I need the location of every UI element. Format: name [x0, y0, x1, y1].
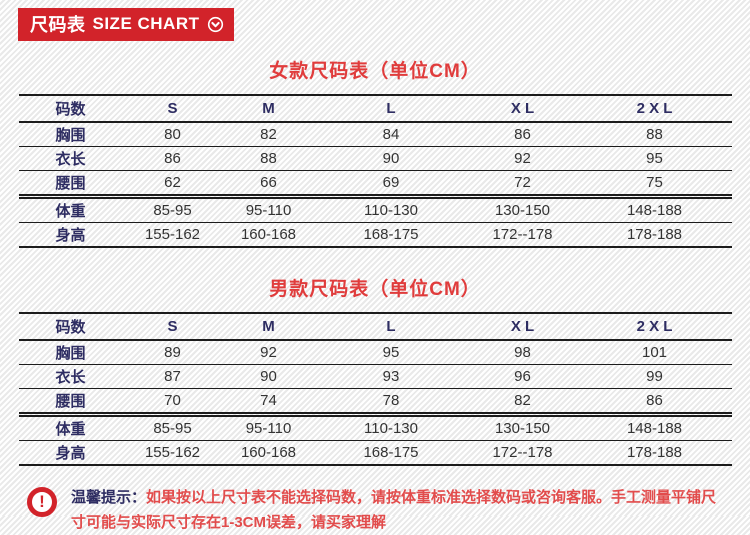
- size-value: 98: [514, 344, 531, 361]
- header-row: 码数 S M L X L 2 X L: [18, 313, 732, 340]
- size-value: 88: [646, 126, 663, 143]
- table-row: 腰围 62 66 69 72 75: [18, 171, 732, 197]
- banner-title-zh: 尺码表: [30, 15, 86, 35]
- size-value: 148-188: [626, 202, 683, 219]
- column-header: X L: [510, 318, 535, 335]
- size-value: 110-130: [364, 202, 418, 219]
- size-value: 84: [382, 126, 400, 143]
- tips-note: ! 温馨提示：如果按以上尺寸表不能选择码数，请按体重标准选择数码或咨询客服。手工…: [27, 485, 727, 535]
- tips-body: 如果按以上尺寸表不能选择码数，请按体重标准选择数码或咨询客服。手工测量平铺尺寸可…: [71, 489, 717, 531]
- size-value: 88: [260, 150, 277, 167]
- size-table-0: 码数 S M L X L 2 X L 胸围 80 82 84 86 88 衣长 86 88 90 92 95 腰围 6…: [18, 94, 732, 248]
- row-label: 胸围: [55, 127, 86, 144]
- table-row: 胸围 80 82 84 86 88: [18, 122, 732, 147]
- size-value: 160-168: [240, 226, 297, 243]
- size-value: 80: [164, 126, 181, 143]
- header-row: 码数 S M L X L 2 X L: [18, 95, 732, 122]
- size-value: 155-162: [144, 444, 201, 461]
- size-value: 95-110: [245, 420, 292, 437]
- size-value: 69: [382, 174, 400, 191]
- size-value: 110-130: [364, 420, 418, 437]
- table-title-0: 女款尺码表（单位CM）: [269, 61, 481, 82]
- column-header: 码数: [55, 319, 86, 336]
- column-header: S: [167, 100, 178, 117]
- size-value: 75: [646, 174, 663, 191]
- size-value: 86: [164, 150, 181, 167]
- table-row: 身高 155-162 160-168 168-175 172--178 178-188: [19, 223, 732, 248]
- size-value: 86: [646, 392, 663, 409]
- table-row: 胸围 89 92 95 98 101: [18, 340, 732, 365]
- size-value: 95: [382, 344, 400, 361]
- tips-prefix: 温馨提示：: [71, 489, 147, 506]
- column-header: S: [167, 318, 178, 335]
- tips-text: 温馨提示：如果按以上尺寸表不能选择码数，请按体重标准选择数码或咨询客服。手工测量…: [71, 485, 723, 535]
- size-value: 130-150: [494, 420, 551, 437]
- size-value: 160-168: [240, 444, 297, 461]
- row-label: 衣长: [55, 369, 86, 386]
- size-value: 168-175: [363, 444, 419, 461]
- size-value: 168-175: [363, 226, 419, 243]
- row-label: 身高: [55, 445, 86, 462]
- banner-title-en: SIZE CHART: [92, 14, 200, 33]
- size-value: 85-95: [153, 420, 192, 437]
- size-value: 130-150: [494, 202, 551, 219]
- size-value: 90: [382, 150, 400, 167]
- column-header: 码数: [55, 101, 86, 118]
- table-row: 衣长 87 90 93 96 99: [18, 365, 732, 389]
- row-label: 衣长: [55, 151, 86, 168]
- size-value: 93: [382, 368, 400, 385]
- size-value: 72: [514, 174, 531, 191]
- column-header: 2 X L: [636, 318, 673, 335]
- size-value: 95-110: [245, 202, 292, 219]
- table-row: 腰围 70 74 78 82 86: [18, 389, 732, 415]
- row-label: 腰围: [55, 393, 86, 410]
- size-value: 92: [260, 344, 277, 361]
- size-value: 90: [260, 368, 277, 385]
- size-value: 178-188: [626, 226, 683, 243]
- size-table-1: 码数 S M L X L 2 X L 胸围 89 92 95 98 101 衣长 87 90 93 96 99 腰围…: [18, 312, 732, 466]
- size-value: 78: [382, 392, 400, 409]
- size-value: 178-188: [626, 444, 683, 461]
- size-value: 82: [260, 126, 277, 143]
- row-label: 身高: [55, 227, 86, 244]
- column-header: 2 X L: [636, 100, 673, 117]
- row-label: 体重: [55, 203, 86, 220]
- column-header: L: [386, 100, 396, 117]
- size-value: 82: [514, 392, 531, 409]
- table-row: 衣长 86 88 90 92 95: [18, 147, 732, 171]
- size-value: 62: [164, 174, 181, 191]
- column-header: L: [386, 318, 396, 335]
- size-value: 92: [514, 150, 531, 167]
- row-label: 胸围: [55, 345, 86, 362]
- size-value: 70: [164, 392, 181, 409]
- size-value: 74: [260, 392, 277, 409]
- size-value: 172--178: [492, 444, 553, 461]
- size-value: 172--178: [492, 226, 553, 243]
- size-value: 95: [646, 150, 663, 167]
- size-value: 85-95: [153, 202, 192, 219]
- table-row: 身高 155-162 160-168 168-175 172--178 178-188: [19, 441, 732, 466]
- table-row: 体重 85-95 95-110 110-130 130-150 148-188: [18, 414, 732, 441]
- column-header: M: [262, 100, 275, 117]
- column-header: X L: [510, 100, 535, 117]
- row-label: 体重: [55, 421, 86, 438]
- warning-exclamation-icon: !: [27, 487, 57, 517]
- size-value: 155-162: [144, 226, 201, 243]
- size-value: 148-188: [626, 420, 683, 437]
- size-value: 66: [260, 174, 277, 191]
- size-value: 99: [646, 368, 663, 385]
- size-value: 101: [641, 344, 668, 361]
- table-title-1: 男款尺码表（单位CM）: [269, 279, 481, 300]
- chevron-down-circle-icon: [207, 16, 224, 33]
- size-value: 89: [164, 344, 181, 361]
- size-value: 96: [514, 368, 531, 385]
- table-row: 体重 85-95 95-110 110-130 130-150 148-188: [18, 196, 732, 223]
- size-value: 86: [514, 126, 531, 143]
- size-chart-banner: 尺码表 SIZE CHART: [18, 8, 234, 41]
- size-tables-container: 女款尺码表（单位CM） 码数 S M L X L 2 X L 胸围 80 82 84 86 88 衣长 86…: [0, 56, 750, 466]
- size-value: 87: [164, 368, 181, 385]
- row-label: 腰围: [55, 175, 86, 192]
- column-header: M: [262, 318, 275, 335]
